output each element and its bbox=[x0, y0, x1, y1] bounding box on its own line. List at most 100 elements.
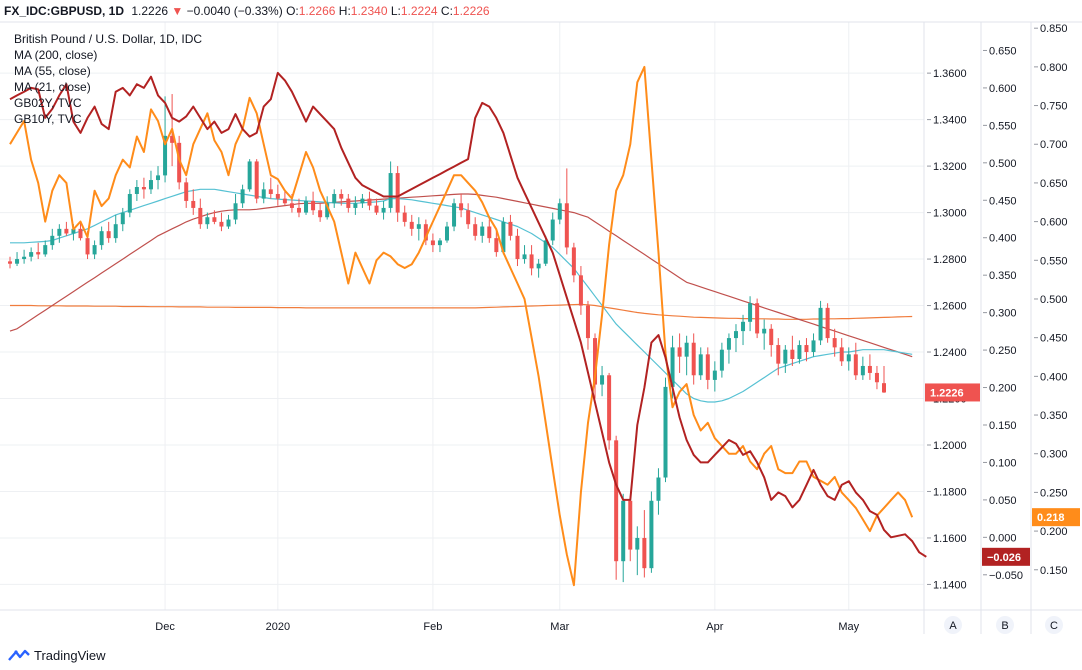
candle bbox=[452, 198, 457, 232]
candle bbox=[783, 345, 788, 373]
candle-body bbox=[163, 135, 168, 176]
candle-body bbox=[452, 203, 457, 227]
candle-body bbox=[78, 228, 83, 239]
candle-body bbox=[289, 203, 294, 208]
gb02y-line bbox=[9, 71, 927, 558]
candle bbox=[649, 491, 654, 573]
scale-button-c[interactable]: C bbox=[1045, 616, 1063, 634]
candle bbox=[296, 198, 301, 218]
gb02y-axis: 0.650 0.600 0.550 0.500 0.450 0.400 0.350 0.300… bbox=[983, 45, 1023, 582]
tradingview-logo[interactable]: TradingView bbox=[8, 648, 106, 663]
candle-body bbox=[487, 226, 492, 239]
candle-body bbox=[543, 240, 548, 264]
legend-ma200[interactable]: MA (200, close) bbox=[14, 48, 98, 62]
scale-button-a[interactable]: A bbox=[944, 616, 962, 634]
scale-button-label: A bbox=[949, 620, 957, 632]
candle bbox=[769, 324, 774, 357]
candle-body bbox=[585, 305, 590, 339]
candle bbox=[409, 214, 414, 236]
candle bbox=[543, 235, 548, 267]
candle-body bbox=[797, 345, 802, 359]
candle bbox=[755, 298, 760, 339]
candle bbox=[480, 221, 485, 243]
candle-body bbox=[416, 224, 421, 229]
tradingview-icon bbox=[8, 649, 30, 661]
candle bbox=[578, 266, 583, 315]
candle-body bbox=[719, 349, 724, 371]
tick-label: 0.750 bbox=[1040, 101, 1068, 113]
price-change: −0.0040 (−0.33%) bbox=[186, 4, 283, 18]
candle-body bbox=[663, 386, 668, 478]
candle bbox=[839, 338, 844, 366]
candle bbox=[494, 228, 499, 257]
legend-gb10y[interactable]: GB10Y, TVC bbox=[14, 112, 82, 126]
candle-body bbox=[346, 198, 351, 208]
candle bbox=[614, 435, 619, 580]
candle bbox=[113, 214, 118, 243]
candle bbox=[846, 347, 851, 371]
candle-body bbox=[156, 175, 161, 181]
candle bbox=[691, 333, 696, 385]
price-chart[interactable]: 1.3600 1.3400 1.3200 1.3000 1.2800 1.2600 1.24… bbox=[0, 0, 1082, 645]
candle bbox=[99, 226, 104, 250]
candle bbox=[430, 233, 435, 253]
candle-body bbox=[529, 254, 534, 269]
candle bbox=[642, 510, 647, 578]
candle bbox=[571, 242, 576, 283]
candle bbox=[240, 184, 245, 208]
tick-label: 0.400 bbox=[989, 233, 1017, 245]
legend-ma21[interactable]: MA (21, close) bbox=[14, 80, 91, 94]
price-axis: 1.3600 1.3400 1.3200 1.3000 1.2800 1.2600 1.24… bbox=[927, 68, 967, 591]
symbol-header: FX_IDC:GBPUSD, 1D 1.2226 ▼ −0.0040 (−0.3… bbox=[0, 0, 1082, 22]
candle-body bbox=[684, 342, 689, 357]
candle-body bbox=[733, 331, 738, 339]
candle-body bbox=[818, 307, 823, 341]
legend-gb02y[interactable]: GB02Y, TVC bbox=[14, 96, 82, 110]
down-arrow-icon: ▼ bbox=[171, 4, 184, 18]
candle-body bbox=[578, 275, 583, 306]
candle bbox=[705, 347, 710, 390]
legend-title[interactable]: British Pound / U.S. Dollar, 1D, IDC bbox=[14, 32, 203, 46]
candle bbox=[522, 245, 527, 264]
candle-body bbox=[769, 328, 774, 346]
candle bbox=[402, 205, 407, 227]
candle-body bbox=[64, 228, 69, 234]
candle bbox=[445, 221, 449, 243]
candle-body bbox=[494, 238, 499, 253]
tick-label: 0.650 bbox=[1040, 178, 1068, 190]
candle-body bbox=[339, 193, 344, 199]
low-label: L: bbox=[390, 4, 401, 18]
candle-body bbox=[741, 321, 746, 332]
tick-label: 0.600 bbox=[989, 83, 1017, 95]
time-label: 2020 bbox=[266, 621, 290, 633]
candle-body bbox=[445, 226, 449, 241]
candle-body bbox=[254, 161, 259, 199]
candle bbox=[684, 335, 689, 376]
candle bbox=[163, 96, 168, 183]
scale-button-b[interactable]: B bbox=[996, 616, 1014, 634]
tick-label: 1.3600 bbox=[933, 68, 967, 80]
tick-label: 0.100 bbox=[989, 457, 1017, 469]
candle bbox=[741, 314, 746, 346]
candle-body bbox=[473, 224, 478, 236]
chart-background bbox=[0, 22, 1082, 636]
candle-body bbox=[748, 303, 753, 322]
candle-body bbox=[860, 365, 865, 376]
candle-body bbox=[811, 340, 816, 353]
candle-body bbox=[853, 354, 858, 376]
candle bbox=[487, 219, 492, 243]
candle-body bbox=[50, 235, 55, 246]
candle bbox=[550, 212, 555, 246]
candle-body bbox=[184, 182, 189, 201]
candle bbox=[367, 191, 372, 211]
candle bbox=[120, 207, 125, 232]
candle-body bbox=[219, 221, 224, 227]
candle bbox=[459, 193, 464, 218]
candle-body bbox=[15, 259, 20, 264]
candle-body bbox=[148, 180, 153, 190]
symbol-label[interactable]: FX_IDC:GBPUSD, 1D bbox=[4, 4, 125, 18]
scale-button-bg bbox=[1045, 616, 1063, 634]
candle bbox=[600, 365, 605, 397]
candle bbox=[748, 296, 753, 332]
legend-ma55[interactable]: MA (55, close) bbox=[14, 64, 91, 78]
